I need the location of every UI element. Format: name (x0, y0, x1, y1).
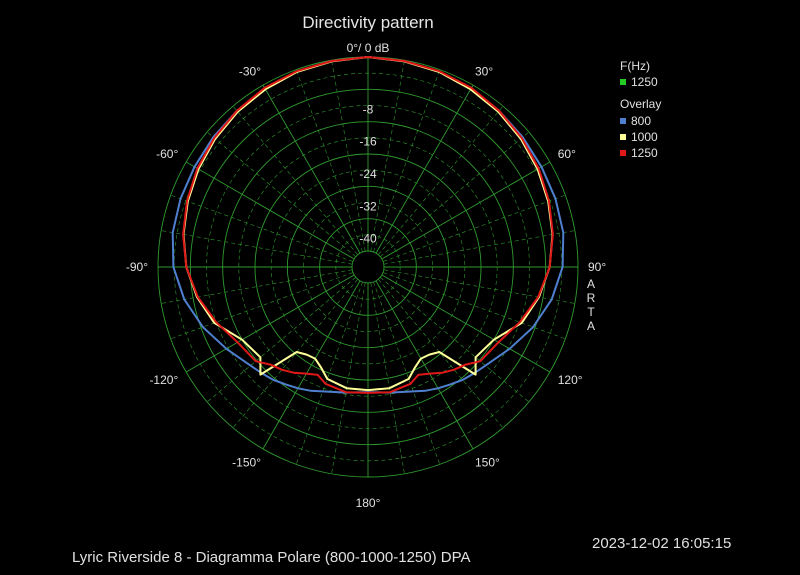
angle-label: -150° (232, 456, 261, 470)
angle-label: -60° (156, 147, 178, 161)
legend-item-label: 1000 (631, 130, 658, 144)
legend-swatch (620, 134, 626, 140)
grid-ring (351, 250, 385, 284)
angle-label: 60° (558, 147, 576, 161)
angle-label: -90° (126, 260, 148, 274)
legend-overlay-header: Overlay (620, 97, 661, 111)
legend-item-label: 800 (631, 114, 651, 128)
footer-timestamp: 2023-12-02 16:05:15 (592, 535, 731, 552)
radial-tick-label: -16 (359, 135, 377, 149)
grid-ring (303, 202, 433, 332)
radial-tick-label: -40 (359, 232, 377, 246)
legend-header: F(Hz) (620, 59, 650, 73)
side-letter: T (587, 305, 595, 319)
legend-item-label: 1250 (631, 146, 658, 160)
angle-label: -30° (239, 64, 261, 78)
legend-active-label: 1250 (631, 75, 658, 89)
side-letter: R (587, 291, 596, 305)
grid-ring (319, 218, 417, 316)
top-angle-label: 0°/ 0 dB (347, 41, 390, 55)
legend-swatch (620, 118, 626, 124)
grid-ring (254, 153, 482, 381)
radial-tick-label: -24 (359, 167, 377, 181)
radial-tick-label: -8 (363, 102, 374, 116)
series-group (171, 56, 565, 394)
series-1250-line (182, 56, 554, 394)
angle-label: 120° (558, 373, 583, 387)
angle-label: 150° (475, 456, 500, 470)
grid-ring (238, 137, 498, 397)
grid-ring (335, 234, 401, 300)
angle-label: 180° (356, 496, 381, 510)
angle-label: 30° (475, 64, 493, 78)
footer-caption: Lyric Riverside 8 - Diagramma Polare (80… (72, 549, 471, 566)
grid-ring (286, 185, 450, 349)
grid-ring (189, 88, 547, 446)
radial-tick-labels: -8 -16 -24 -32 -40 (359, 102, 377, 245)
grid-ring (270, 169, 466, 365)
grid-ring (206, 105, 530, 429)
side-letter: A (587, 277, 595, 291)
grid-ring (222, 121, 514, 413)
polar-grid (157, 56, 579, 478)
chart-title: Directivity pattern (302, 13, 433, 32)
radial-tick-label: -32 (359, 199, 377, 213)
legend-active-swatch (620, 79, 626, 85)
side-letter: A (587, 319, 595, 333)
legend-overlay-items: 800 1000 1250 (620, 114, 658, 160)
legend: F(Hz) 1250 Overlay 800 1000 1250 (620, 59, 661, 160)
angle-label: -120° (149, 373, 178, 387)
angle-label: 90° (588, 260, 606, 274)
angle-tick-labels: -30° 30° -60° 60° -90° 90° -120° 120° -150° 150° 1… (126, 64, 607, 510)
legend-swatch (620, 150, 626, 156)
